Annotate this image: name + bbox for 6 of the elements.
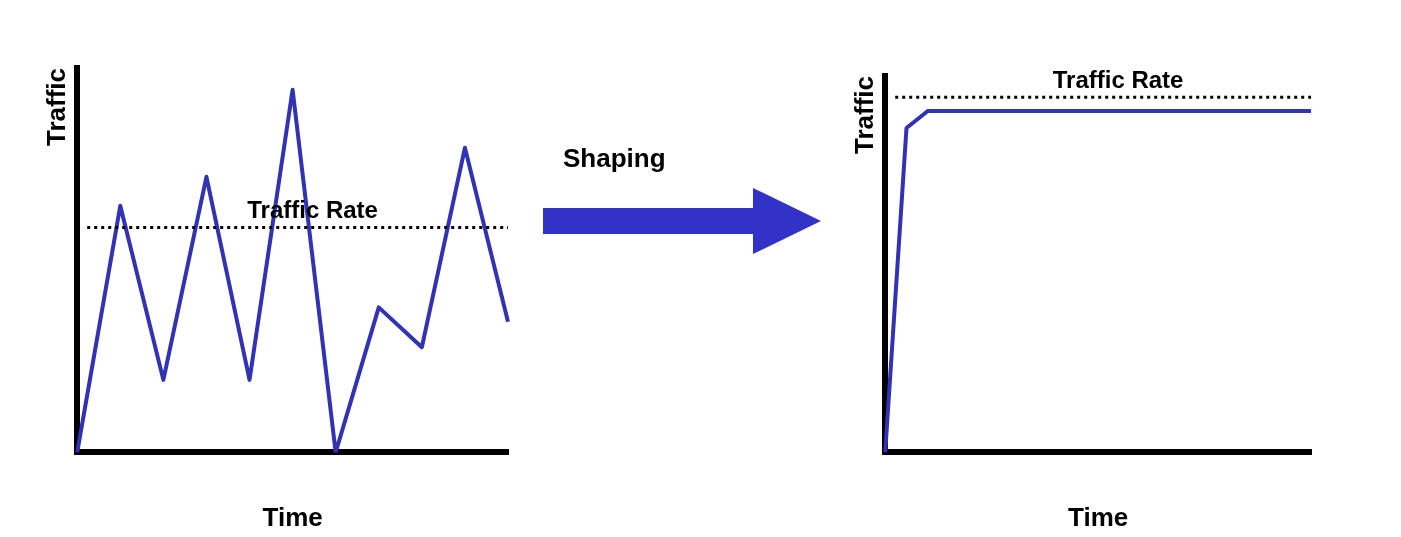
y-axis-title: Traffic [848,76,879,155]
x-axis-title: Time [1067,501,1129,532]
ref-line-label: Traffic Rate [1052,65,1184,93]
y-axis-title: Traffic [40,68,71,147]
x-axis-title: Time [262,501,323,532]
text: Shaping [563,143,666,174]
